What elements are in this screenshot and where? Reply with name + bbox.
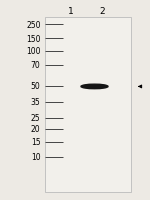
FancyBboxPatch shape xyxy=(45,18,130,192)
Text: 150: 150 xyxy=(26,35,40,43)
Text: 10: 10 xyxy=(31,153,40,161)
Text: 2: 2 xyxy=(99,7,105,15)
Text: 250: 250 xyxy=(26,21,40,29)
Ellipse shape xyxy=(81,85,108,89)
Text: 15: 15 xyxy=(31,138,40,146)
Text: 70: 70 xyxy=(31,61,40,70)
Text: 1: 1 xyxy=(68,7,73,15)
Text: 25: 25 xyxy=(31,114,40,123)
Text: 20: 20 xyxy=(31,125,40,133)
Text: 35: 35 xyxy=(31,98,40,106)
Text: 50: 50 xyxy=(31,82,40,91)
Text: 100: 100 xyxy=(26,47,40,56)
